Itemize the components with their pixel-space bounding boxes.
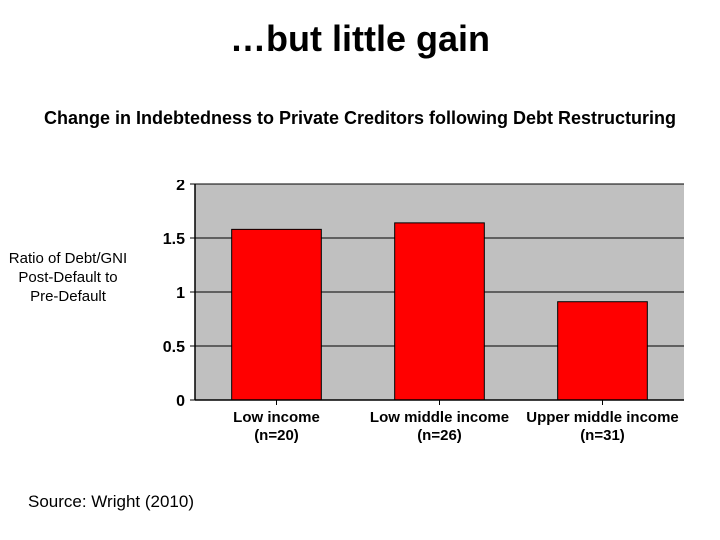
slide: …but little gain Change in Indebtedness …: [0, 0, 720, 540]
x-tick-label: Low middle income: [370, 409, 509, 426]
y-axis-label: Ratio of Debt/GNI Post-Default to Pre-De…: [8, 250, 128, 306]
y-tick-label: 1: [176, 285, 185, 302]
source-text: Source: Wright (2010): [28, 492, 194, 512]
chart-svg: 0 0.5 1 1.5 2 Low income(n=20) Low middle inco…: [145, 180, 690, 450]
bar: [232, 229, 322, 400]
x-tick-label: Low income: [233, 409, 320, 426]
bar: [395, 223, 485, 400]
x-tick-label: (n=20): [254, 427, 299, 444]
bar-chart: 0 0.5 1 1.5 2 Low income(n=20) Low middle inco…: [145, 180, 690, 450]
x-tick-label: Upper middle income: [526, 409, 679, 426]
y-tick-label: 0: [176, 393, 185, 410]
x-tick-label: (n=26): [417, 427, 462, 444]
slide-subtitle: Change in Indebtedness to Private Credit…: [0, 108, 720, 129]
bar: [558, 302, 648, 400]
y-tick-label: 2: [176, 180, 185, 194]
y-tick-label: 0.5: [163, 339, 185, 356]
y-tick-label: 1.5: [163, 231, 185, 248]
x-tick-label: (n=31): [580, 427, 625, 444]
slide-title: …but little gain: [0, 18, 720, 60]
